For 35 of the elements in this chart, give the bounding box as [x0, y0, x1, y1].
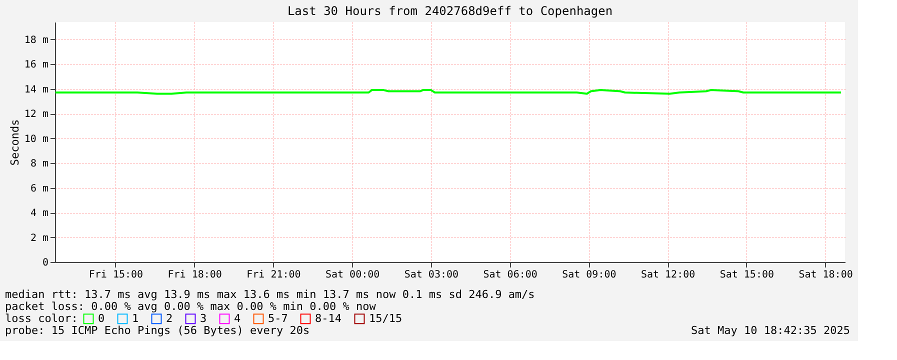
legend-label: 0	[98, 312, 105, 325]
legend-label: 4	[234, 312, 241, 325]
y-tick-label: 12 m	[24, 109, 48, 120]
y-tick-label: 6 m	[30, 183, 48, 194]
x-tick-label: Sat 09:00	[562, 270, 616, 280]
text: median rtt: 13.7 ms avg 13.9 ms max 13.6 ms min 13.7 ms now 0.1 ms sd 246.9 am/s	[5, 288, 535, 301]
y-tick-label: 10 m	[24, 134, 48, 145]
x-tick-label: Sat 03:00	[404, 270, 459, 280]
legend-title: loss color:	[5, 312, 78, 325]
text: Sat May 10 18:42:35 2025	[691, 324, 850, 337]
x-tick-label: Sat 18:00	[798, 270, 853, 280]
legend-label: 2	[166, 312, 173, 325]
y-tick-label: 14 m	[24, 84, 48, 96]
x-tick-label: Sat 00:00	[325, 270, 380, 280]
chart-title: Last 30 Hours from 2402768d9eff to Copenhagen	[287, 4, 613, 18]
y-tick-label: 16 m	[24, 60, 48, 71]
y-axis-title: Seconds	[8, 119, 22, 166]
y-tick-label: 2 m	[30, 232, 48, 244]
text: probe: 15 ICMP Echo Pings (56 Bytes) every 20s	[5, 324, 310, 337]
legend-label: 15/15	[369, 312, 402, 325]
y-tick-label: 0	[42, 258, 48, 268]
legend-label: 5-7	[268, 312, 288, 325]
x-tick-label: Sat 15:00	[720, 270, 774, 280]
legend-label: 1	[132, 312, 139, 325]
y-tick-label: 18 m	[24, 34, 48, 46]
x-tick-label: Sat 12:00	[640, 270, 696, 280]
text: packet loss: 0.00 % avg 0.00 % max 0.00 % min 0.00 % now	[5, 300, 376, 313]
x-tick-label: Fri 21:00	[246, 270, 301, 280]
x-tick-label: Fri 18:00	[168, 270, 222, 280]
y-tick-label: 8 m	[30, 158, 48, 170]
y-tick-label: 4 m	[30, 208, 48, 220]
legend-label: 3	[200, 312, 207, 325]
x-tick-label: Fri 15:00	[88, 270, 144, 280]
x-tick-label: Sat 06:00	[483, 270, 538, 280]
legend-label: 8-14	[315, 312, 342, 325]
